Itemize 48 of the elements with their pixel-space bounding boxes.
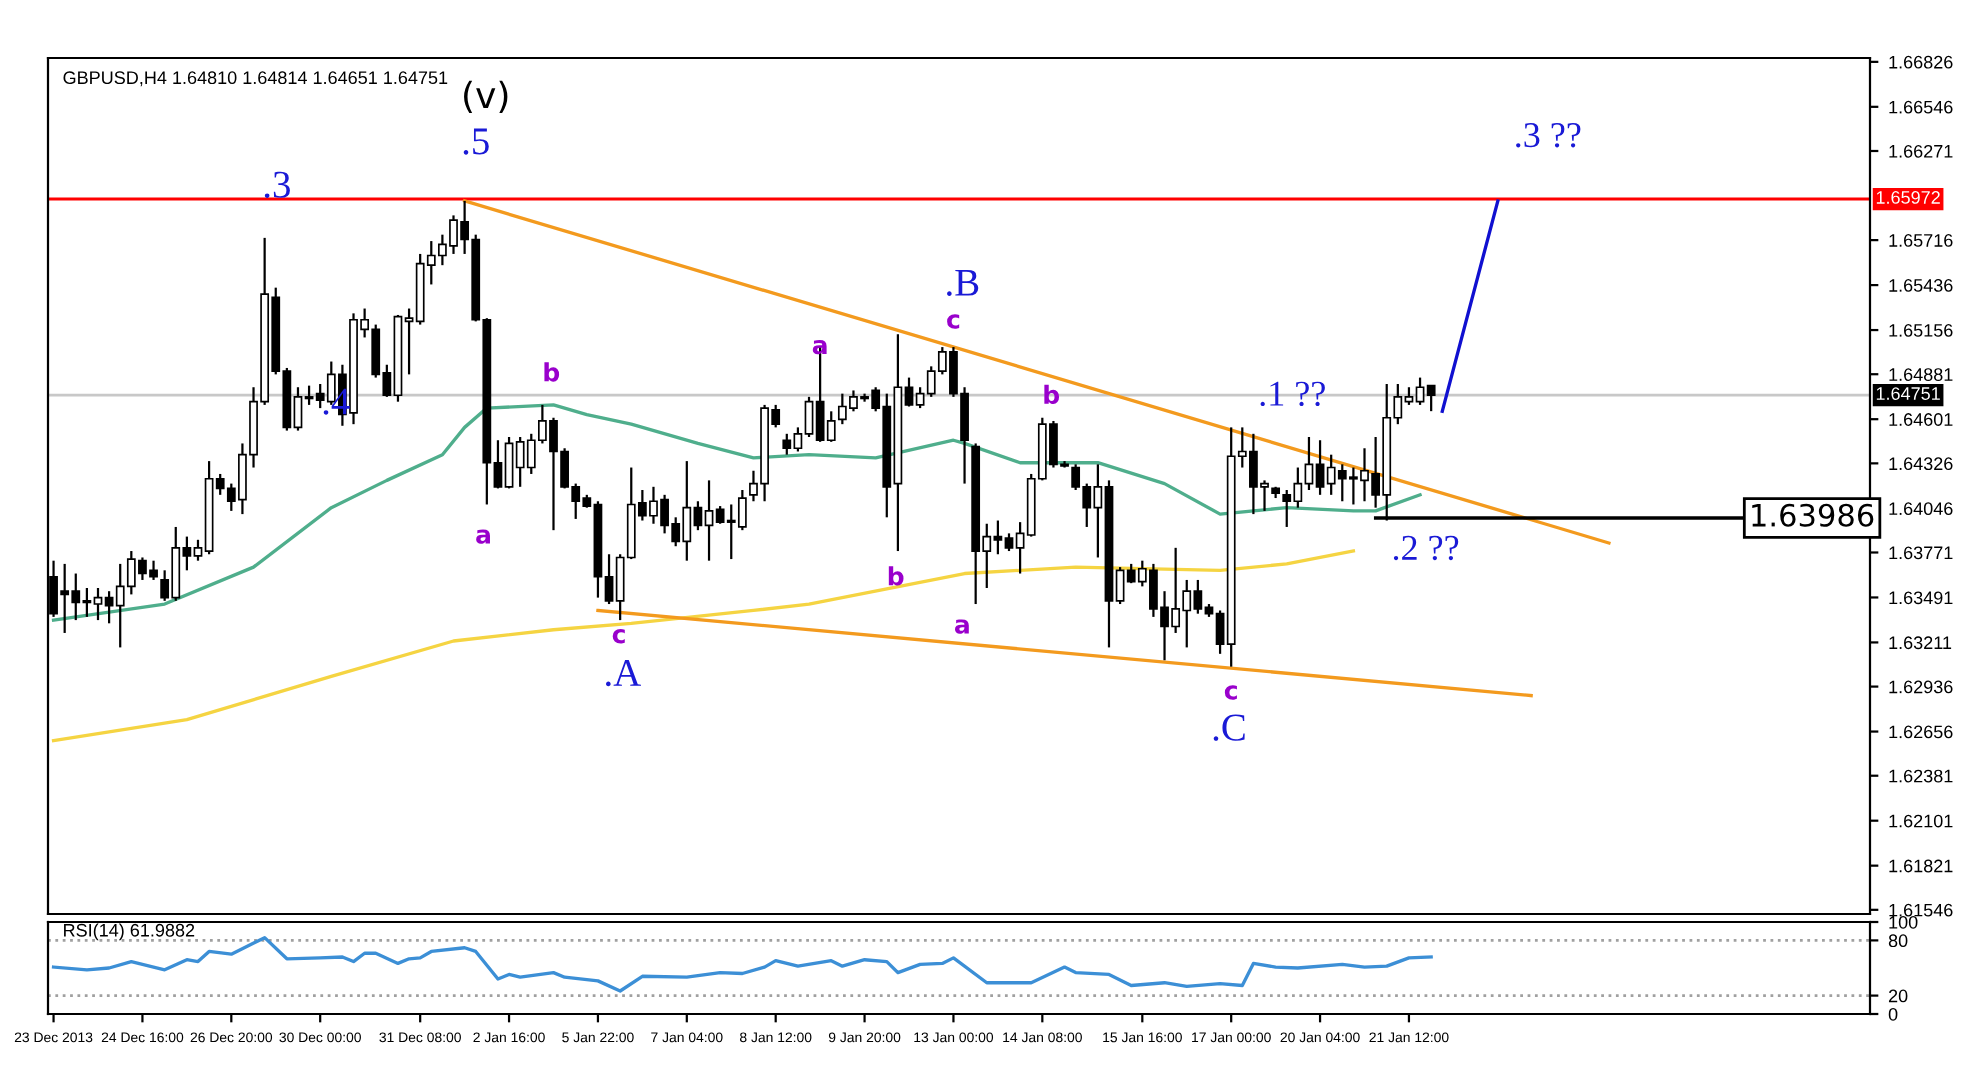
y-tick-label: 1.65436 — [1889, 279, 1953, 292]
y-tick-label: 1.64046 — [1889, 502, 1953, 516]
y-tick-label: 1.66826 — [1889, 55, 1953, 69]
y-tick-label: 1.63211 — [1889, 636, 1952, 650]
chart-title: RSI(14) 61.9882 — [64, 923, 195, 941]
y-tick-label: 1.62936 — [1889, 680, 1953, 694]
y-tick-label: 1.62381 — [1889, 769, 1953, 783]
y-tick-label: 0 — [1888, 1007, 1898, 1021]
annotation: b — [888, 566, 904, 586]
y-tick-label: 80 — [1888, 934, 1908, 948]
annotation: .2 ?? — [1393, 535, 1459, 561]
annotation: c — [612, 629, 625, 644]
annotation: a — [954, 619, 969, 634]
annotation: .4 — [323, 388, 350, 415]
line-series — [51, 549, 1356, 743]
text: GBPUSD,H4 1.64810 1.64814 1.64651 1.64751 — [63, 71, 448, 87]
annotation: .1 ?? — [1260, 381, 1325, 407]
y-tick-label: 1.64881 — [1889, 368, 1953, 381]
annotation: c — [947, 314, 960, 329]
annotation: .C — [1213, 714, 1245, 741]
annotation: a — [812, 339, 827, 355]
annotation: b — [544, 362, 560, 382]
annotation: .5 — [463, 128, 489, 155]
annotation: .B — [947, 269, 979, 296]
y-tick-label: 1.62656 — [1889, 725, 1953, 739]
ref-line-label: 1.65972 — [1876, 191, 1940, 204]
y-tick-label: 1.63491 — [1889, 591, 1953, 605]
ref-line-label: 1.64751 — [1876, 387, 1940, 400]
y-tick-label: 100 — [1889, 915, 1918, 929]
y-tick-label: 1.64601 — [1889, 413, 1953, 426]
annotation: b — [1044, 384, 1060, 405]
y-tick-label: 1.61821 — [1889, 859, 1953, 873]
y-tick-label: 1.64326 — [1889, 457, 1953, 471]
y-tick-label: 1.62101 — [1889, 814, 1953, 828]
annotation: .3 ?? — [1516, 123, 1581, 148]
annotation: c — [1224, 685, 1237, 700]
annotation: (v) — [464, 80, 508, 113]
annotation: .3 — [264, 171, 290, 198]
y-tick-label: 1.66271 — [1889, 144, 1953, 158]
y-tick-label: 1.61546 — [1889, 903, 1953, 917]
y-tick-label: 1.66546 — [1889, 100, 1953, 114]
y-tick-label: 20 — [1888, 989, 1908, 1003]
y-tick-label: 1.65156 — [1889, 323, 1953, 337]
annotation: 1.63986 — [1752, 503, 1874, 527]
annotation: a — [476, 529, 490, 544]
y-tick-label: 1.63771 — [1889, 546, 1953, 560]
y-tick-label: 1.65716 — [1889, 234, 1953, 247]
annotation: .A — [606, 659, 641, 687]
